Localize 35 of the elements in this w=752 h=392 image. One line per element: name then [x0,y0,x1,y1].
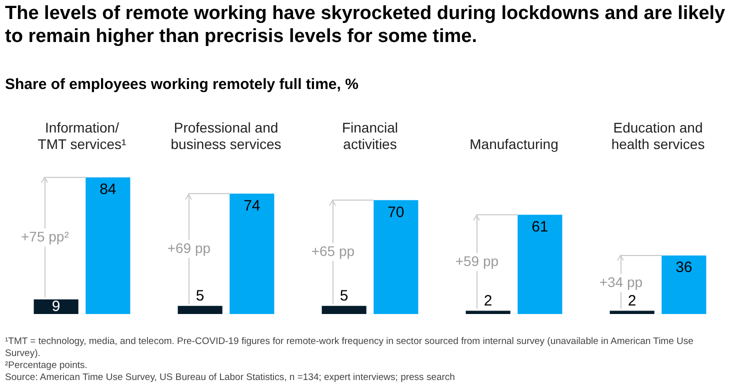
annotation: +59 pp [455,252,499,269]
bar [518,214,562,314]
x-tick-label: Financial activities [342,119,398,152]
annotation: +34 pp [599,274,643,290]
source-note: Source: American Time Use Survey, US Bureau of Labor Statistics, n =134; expert interviews; press search [5,372,456,384]
data-label: 70 [388,204,404,221]
text: ²Percentage points. [5,360,88,372]
data-label: 74 [244,197,260,214]
x-tick-label: Education and health services [611,119,705,152]
annotation: +75 pp² [20,228,70,244]
data-label: 2 [484,292,492,310]
data-label: 84 [100,181,116,198]
bar [662,255,706,314]
data-label: 5 [340,288,348,305]
data-label: 5 [196,288,204,305]
data-label: 2 [628,292,636,310]
bar [610,310,654,314]
data-label: 9 [52,298,60,315]
x-tick-label: Information/ TMT services¹ [38,119,127,152]
x-tick-label: Manufacturing [470,136,558,152]
x-tick-label: Professional and business services [170,119,282,152]
bar [230,194,274,314]
chart-title: The levels of remote working have skyrocketed during lockdowns and are likely to remain higher than precrisis levels for some time. [5,2,726,48]
bar [322,306,366,314]
bar [466,310,510,314]
bar [86,177,130,314]
bar [178,306,222,314]
data-label: 36 [676,259,692,276]
bar [34,299,78,314]
annotation: +65 pp [311,243,355,260]
chart-subtitle: Share of employees working remotely full time, % [5,76,358,93]
annotation: +69 pp [167,240,211,256]
data-label: 61 [532,218,548,236]
bar [374,200,418,314]
text: ¹TMT = technology, media, and telecom. Pre-COVID-19 figures for remote-work frequency in sector sourced from internal survey (unavailable in American Time Use Survey). [5,336,694,360]
